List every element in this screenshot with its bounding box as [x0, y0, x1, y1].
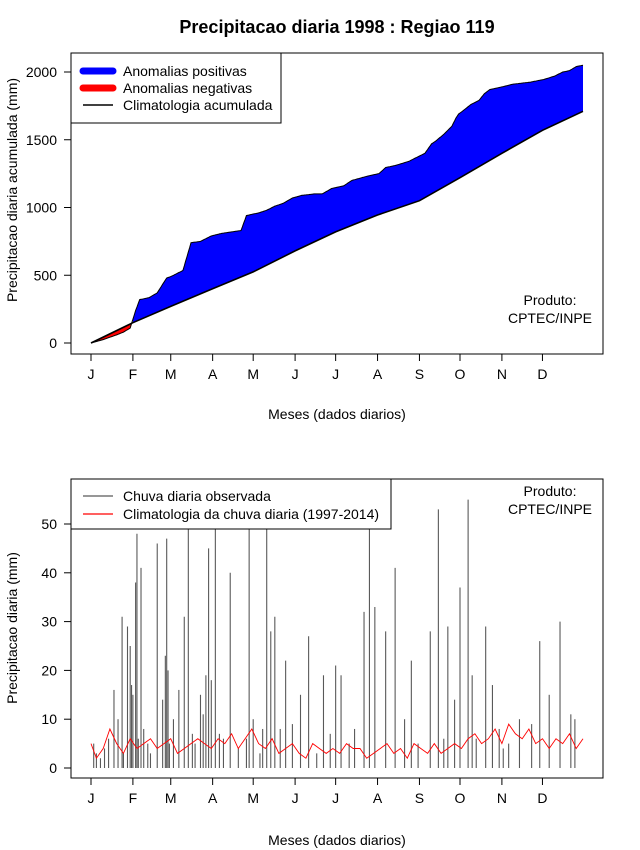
x-tick-label: M — [165, 790, 177, 806]
climatology-cumulative-line — [90, 110, 584, 344]
x-tick-label: J — [292, 790, 299, 806]
x-tick-label: O — [455, 366, 466, 382]
y-tick-label: 1000 — [26, 200, 57, 216]
x-tick-label: A — [373, 366, 383, 382]
y-axis-label: Precipitacao diaria (mm) — [4, 552, 20, 704]
x-tick-label: J — [332, 366, 339, 382]
y-axis-label: Precipitacao diaria acumulada (mm) — [4, 78, 20, 302]
observed-cumulative-line — [90, 64, 584, 344]
y-tick-label: 40 — [41, 565, 57, 581]
y-tick-label: 20 — [41, 662, 57, 678]
x-tick-label: M — [247, 790, 259, 806]
x-tick-label: M — [165, 366, 177, 382]
observed-bars — [93, 499, 576, 768]
y-tick-label: 1500 — [26, 132, 57, 148]
x-tick-label: S — [415, 790, 424, 806]
x-tick-label: N — [497, 790, 507, 806]
annotation-line-1: Produto: — [524, 483, 577, 499]
x-tick-label: D — [537, 366, 547, 382]
x-tick-label: O — [455, 790, 466, 806]
x-tick-label: J — [292, 366, 299, 382]
positive-anomaly-area — [132, 65, 583, 323]
x-tick-label: J — [88, 790, 95, 806]
x-tick-label: A — [208, 790, 218, 806]
x-tick-label: S — [415, 366, 424, 382]
legend-label-observed: Chuva diaria observada — [123, 488, 271, 504]
cumulative-chart: J F M A M J J A S O N D 0 500 1000 1500 2000 Meses (dad… — [4, 52, 604, 422]
y-axis: 0 10 20 30 40 50 — [41, 516, 71, 776]
annotation-line-1: Produto: — [524, 292, 577, 308]
y-tick-label: 0 — [49, 760, 57, 776]
y-tick-label: 50 — [41, 516, 57, 532]
y-tick-label: 10 — [41, 711, 57, 727]
y-tick-label: 0 — [49, 335, 57, 351]
annotation-line-2: CPTEC/INPE — [508, 501, 592, 517]
plot-frame — [70, 52, 604, 355]
x-axis-label: Meses (dados diarios) — [268, 832, 406, 848]
legend-box — [70, 478, 392, 530]
climatology-daily-line — [90, 723, 584, 760]
legend-label-positive: Anomalias positivas — [123, 63, 247, 79]
y-tick-label: 2000 — [26, 64, 57, 80]
x-tick-label: D — [537, 790, 547, 806]
x-tick-label: A — [373, 790, 383, 806]
figure-title: Precipitacao diaria 1998 : Regiao 119 — [179, 17, 494, 37]
x-tick-label: N — [497, 366, 507, 382]
daily-chart: J F M A M J J A S O N D 0 10 20 30 40 50 Meses (dados di… — [4, 478, 604, 848]
x-tick-label: J — [88, 366, 95, 382]
x-tick-label: F — [129, 366, 138, 382]
x-tick-label: A — [208, 366, 218, 382]
series-lines — [90, 64, 584, 344]
legend: Anomalias positivas Anomalias negativas … — [70, 52, 282, 124]
x-tick-label: J — [332, 790, 339, 806]
climatology-line — [90, 723, 584, 760]
y-tick-label: 500 — [34, 267, 58, 283]
annotation-line-2: CPTEC/INPE — [508, 310, 592, 326]
y-tick-label: 30 — [41, 614, 57, 630]
x-tick-label: F — [129, 790, 138, 806]
y-axis: 0 500 1000 1500 2000 — [26, 64, 71, 351]
legend-label-negative: Anomalias negativas — [123, 80, 252, 96]
x-axis-label: Meses (dados diarios) — [268, 406, 406, 422]
x-tick-label: M — [247, 366, 259, 382]
legend-label-climatology: Climatologia da chuva diaria (1997-2014) — [123, 506, 379, 522]
legend: Chuva diaria observada Climatologia da c… — [70, 478, 392, 530]
legend-label-climatology: Climatologia acumulada — [123, 97, 273, 113]
